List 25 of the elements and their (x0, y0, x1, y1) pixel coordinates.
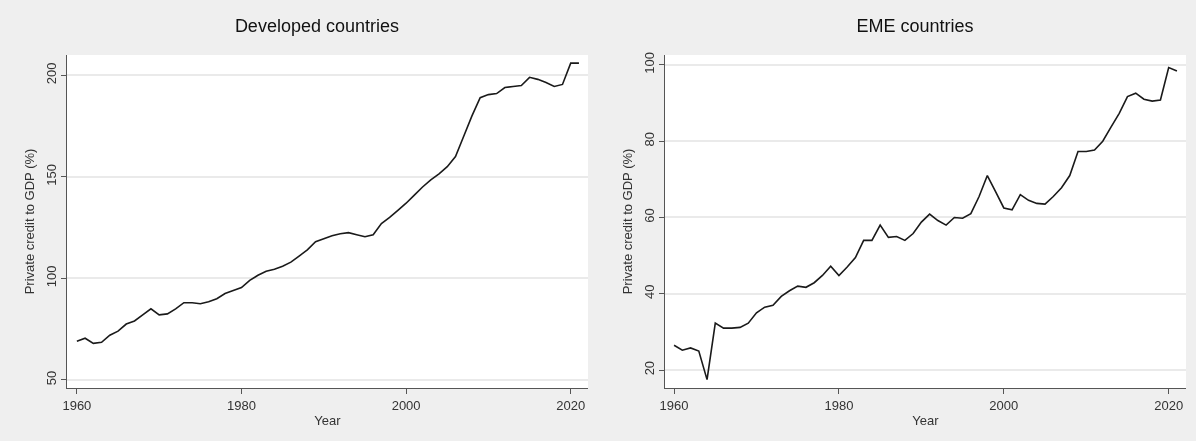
x-tick-label: 2020 (1154, 397, 1184, 413)
x-tick-label: 1980 (227, 397, 256, 413)
y-tick-label: 80 (641, 132, 657, 147)
line-series (76, 62, 580, 345)
x-tick-label: 2020 (556, 397, 586, 413)
y-tick-label: 40 (641, 284, 657, 300)
x-axis-title: Year (912, 413, 940, 429)
y-axis-title: Private credit to GDP (%) (619, 148, 635, 295)
y-tick-label: 150 (43, 164, 59, 186)
y-tick-label: 60 (641, 208, 657, 223)
x-tick-label: 2000 (989, 397, 1019, 413)
chart-title: EME countries (856, 16, 974, 37)
x-tick-label: 1960 (62, 397, 92, 413)
y-tick-label: 20 (641, 360, 657, 376)
y-tick-label: 200 (43, 62, 59, 85)
chart-title: Developed countries (234, 16, 399, 37)
y-tick-label: 50 (43, 370, 59, 386)
line-series (673, 66, 1178, 381)
y-axis-title: Private credit to GDP (%) (21, 148, 37, 295)
x-axis-title: Year (314, 413, 342, 429)
y-tick-label: 100 (641, 52, 657, 74)
x-tick-label: 1980 (824, 397, 854, 413)
y-tick-label: 100 (43, 265, 59, 288)
x-tick-label: 1960 (659, 397, 689, 413)
x-tick-label: 2000 (391, 397, 421, 413)
